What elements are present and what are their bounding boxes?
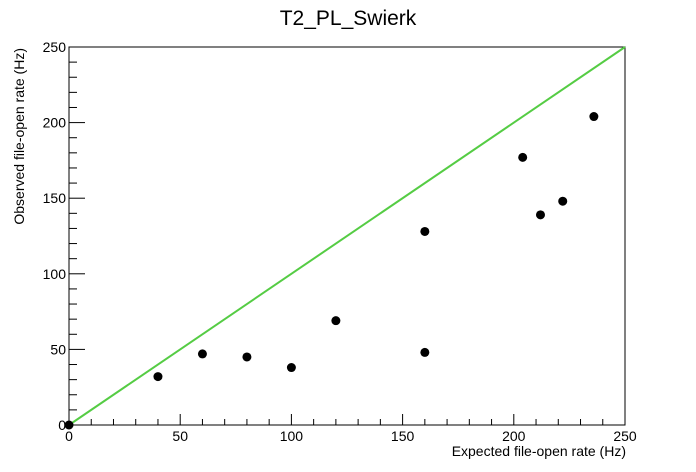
y-tick-label: 250 xyxy=(43,39,67,55)
x-tick-label: 200 xyxy=(502,428,526,444)
data-point xyxy=(286,363,296,373)
data-point xyxy=(242,352,252,362)
x-tick-label: 150 xyxy=(391,428,415,444)
x-tick-label: 0 xyxy=(65,428,73,444)
y-tick-label: 50 xyxy=(50,341,66,357)
y-axis-title: Observed file-open rate (Hz) xyxy=(11,48,27,225)
data-point xyxy=(535,210,545,220)
data-point xyxy=(589,112,599,122)
data-point xyxy=(153,372,163,382)
x-tick-label: 50 xyxy=(172,428,188,444)
data-point xyxy=(331,316,341,326)
reference-line-group xyxy=(68,46,626,426)
y-tick-label: 100 xyxy=(43,266,67,282)
x-tick-label: 250 xyxy=(613,428,637,444)
plot-frame xyxy=(68,46,626,426)
x-axis: 0 50 100 150 200 250 xyxy=(65,414,637,444)
data-point xyxy=(518,152,528,162)
data-point xyxy=(197,349,207,359)
data-point xyxy=(64,420,74,430)
data-points xyxy=(64,112,599,430)
chart-title: T2_PL_Swierk xyxy=(280,7,417,30)
y-tick-label: 200 xyxy=(43,115,67,131)
y-tick-label: 150 xyxy=(43,190,67,206)
y-tick-label: 0 xyxy=(58,417,66,433)
data-point xyxy=(420,347,430,357)
data-point xyxy=(420,226,430,236)
data-point xyxy=(558,196,568,206)
reference-line xyxy=(68,46,626,426)
x-axis-title: Expected file-open rate (Hz) xyxy=(452,443,626,459)
y-axis: 0 50 100 150 200 250 xyxy=(43,39,85,433)
x-tick-label: 100 xyxy=(280,428,304,444)
